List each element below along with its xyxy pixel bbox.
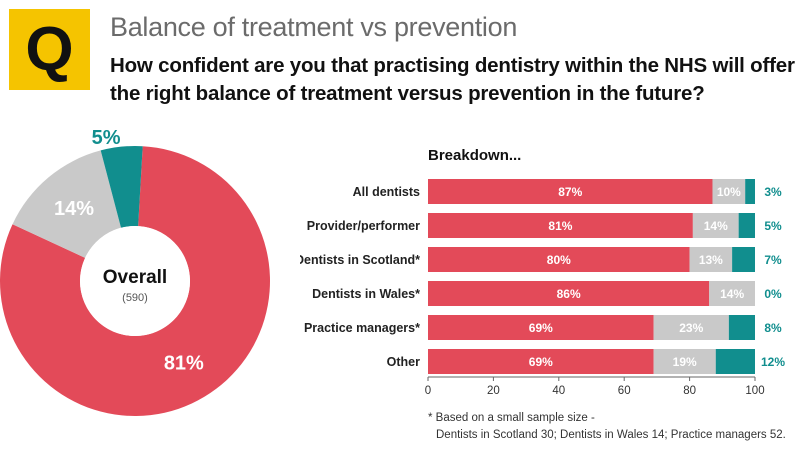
bar-segment	[709, 281, 755, 306]
bar-segment	[653, 315, 729, 340]
x-tick-label: 20	[487, 385, 500, 397]
bar-value-label: 12%	[761, 355, 785, 369]
category-label: Dentists in Wales*	[312, 287, 420, 301]
bar-value-label: 0%	[764, 287, 782, 301]
x-tick-label: 60	[618, 385, 631, 397]
donut-slice-label: 81%	[164, 352, 204, 374]
bar-segment	[428, 315, 654, 340]
bar-segment	[653, 349, 716, 374]
donut-slice-label: 5%	[92, 130, 121, 149]
category-label: All dentists	[353, 185, 420, 199]
question-text: How confident are you that practising de…	[110, 54, 795, 105]
donut-center-sublabel: (590)	[122, 292, 148, 304]
bar-value-label: 7%	[764, 253, 782, 267]
footnote: * Based on a small sample size - Dentist…	[428, 410, 786, 444]
category-label: Other	[387, 355, 420, 369]
bar-segment	[428, 281, 710, 306]
bar-segment	[728, 315, 755, 340]
bar-value-label: 8%	[764, 321, 782, 335]
footnote-line-2: Dentists in Scotland 30; Dentists in Wal…	[436, 429, 786, 441]
bar-value-label: 10%	[717, 185, 741, 199]
question-badge: Q	[9, 9, 90, 90]
donut-center-label: Overall	[103, 267, 167, 288]
bar-segment	[715, 349, 755, 374]
bar-value-label: 23%	[679, 321, 703, 335]
breakdown-bar-chart: Breakdown... All dentists 87% 10% 3% Provider…	[300, 147, 785, 397]
donut-slice	[0, 146, 271, 417]
donut-hole	[80, 226, 190, 336]
bar-segment	[732, 247, 755, 272]
overall-donut-chart: 81% 14% 5% Overall (590)	[0, 130, 271, 417]
bar-segment	[428, 247, 690, 272]
bar-segment	[745, 179, 755, 204]
bar-value-label: 14%	[704, 219, 728, 233]
category-label: Dentists in Scotland*	[300, 253, 420, 267]
donut-slice	[12, 150, 122, 258]
bar-segment	[428, 213, 693, 238]
x-tick-label: 80	[683, 385, 696, 397]
breakdown-title: Breakdown...	[428, 147, 521, 164]
bar-segment	[428, 179, 713, 204]
bar-value-label: 69%	[529, 355, 553, 369]
bar-segment	[428, 349, 654, 374]
chart-subtitle: Balance of treatment vs prevention	[110, 12, 518, 42]
bar-value-label: 13%	[699, 253, 723, 267]
bar-segment	[689, 247, 733, 272]
bar-value-label: 81%	[548, 219, 572, 233]
category-label: Practice managers*	[304, 321, 420, 335]
footnote-line-1: * Based on a small sample size -	[428, 412, 595, 424]
bar-value-label: 14%	[720, 287, 744, 301]
bar-value-label: 5%	[764, 219, 782, 233]
bar-value-label: 19%	[673, 355, 697, 369]
bar-segment	[738, 213, 755, 238]
x-tick-label: 40	[552, 385, 565, 397]
category-label: Provider/performer	[307, 219, 420, 233]
bar-value-label: 87%	[558, 185, 582, 199]
x-tick-label: 0	[425, 385, 431, 397]
bar-segment	[712, 179, 746, 204]
bar-value-label: 86%	[557, 287, 581, 301]
bar-value-label: 80%	[547, 253, 571, 267]
donut-slice-label: 14%	[54, 198, 94, 220]
bar-segment	[692, 213, 739, 238]
q-letter: Q	[25, 14, 74, 84]
donut-slice	[100, 146, 143, 228]
bar-value-label: 3%	[764, 185, 782, 199]
x-tick-label: 100	[745, 385, 764, 397]
bar-value-label: 69%	[529, 321, 553, 335]
